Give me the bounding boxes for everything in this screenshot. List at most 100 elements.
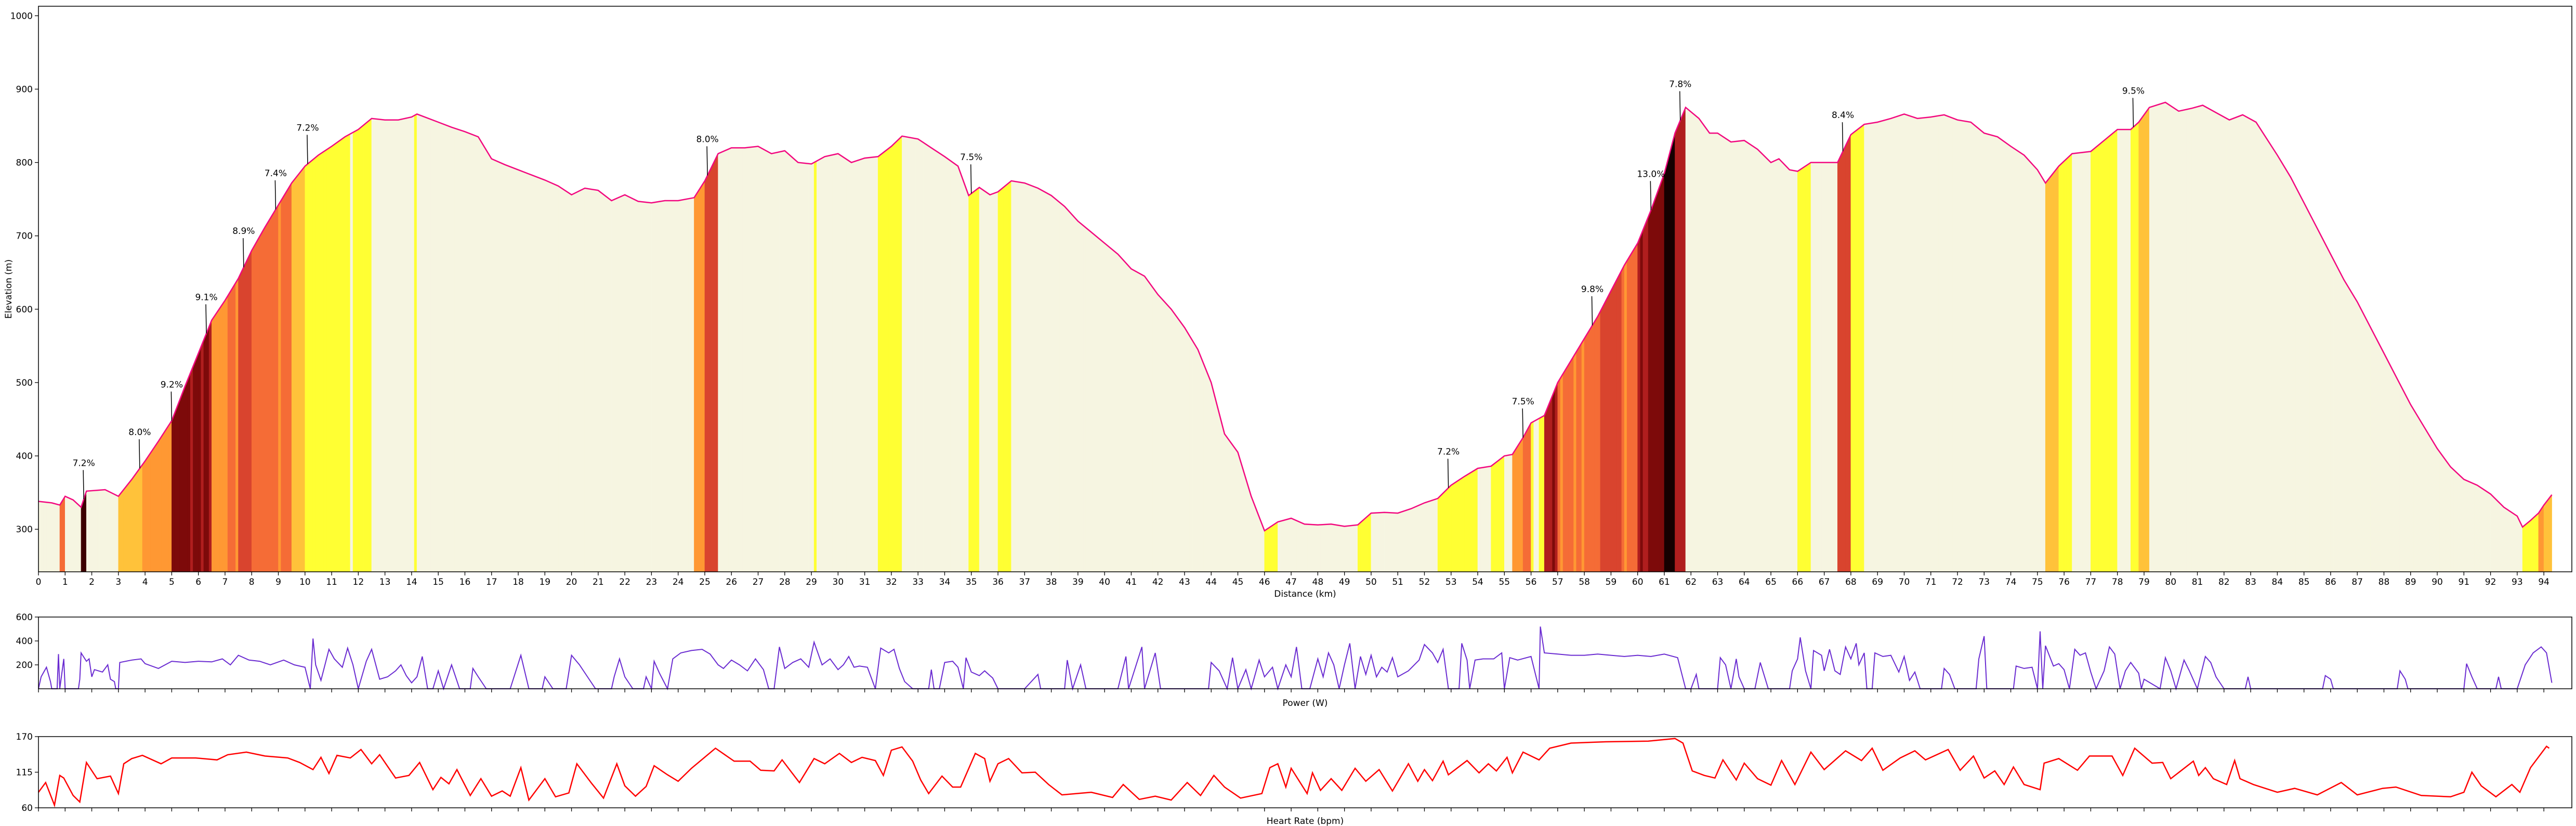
gradient-band: [193, 360, 196, 572]
annotation-pointer: [307, 135, 308, 164]
gradient-band: [238, 272, 242, 572]
gradient-band: [702, 180, 705, 572]
gradient-band: [787, 152, 791, 572]
gradient-band: [1363, 517, 1366, 572]
gradient-band: [1773, 160, 1777, 572]
gradient-band: [744, 147, 748, 572]
gradient-band: [430, 119, 433, 572]
heart-rate-axis-label: Heart Rate (bpm): [1267, 816, 1344, 826]
gradient-band: [1957, 120, 1961, 572]
gradient-band: [174, 407, 177, 572]
gradient-band: [2136, 122, 2139, 572]
gradient-band: [2058, 163, 2062, 572]
gradient-band: [822, 156, 825, 572]
gradient-band: [2184, 109, 2187, 572]
gradient-band: [328, 146, 332, 572]
gradient-band: [1704, 125, 1707, 572]
gradient-band: [243, 261, 247, 572]
gradient-band: [1579, 342, 1582, 572]
gradient-band: [366, 120, 370, 572]
gradient-band: [1461, 476, 1465, 572]
gradient-band: [1342, 526, 1345, 572]
gradient-band: [1054, 197, 1057, 572]
gradient-band: [1515, 445, 1518, 572]
gradient-band: [1411, 507, 1414, 572]
gradient-annotations: 7.2% 8.0% 9.2% 9.1% 8.9% 7.4% 7.2% 8.0% 7.5% 7.2%…: [73, 79, 2145, 500]
gradient-band: [1576, 347, 1580, 572]
gradient-band: [1715, 133, 1718, 572]
y-tick-label: 300: [16, 525, 33, 535]
x-tick-label: 10: [299, 577, 311, 587]
gradient-band: [2122, 129, 2126, 572]
gradient-band: [1861, 124, 1864, 572]
gradient-band: [1605, 296, 1609, 572]
gradient-band: [2106, 136, 2110, 572]
x-tick-label: 82: [2218, 577, 2230, 587]
gradient-band: [1099, 238, 1102, 572]
gradient-band: [944, 156, 948, 572]
gradient-band: [1174, 312, 1177, 572]
gradient-band: [1152, 286, 1155, 572]
x-tick-label: 2: [89, 577, 95, 587]
gradient-band: [1195, 344, 1198, 572]
gradient-band: [1637, 236, 1641, 572]
power-axes-frame: [38, 617, 2572, 689]
gradient-band: [742, 148, 745, 572]
gradient-band: [1240, 461, 1244, 572]
y-tick-label: 60: [21, 803, 33, 814]
gradient-band: [2269, 142, 2272, 572]
gradient-annotation-label: 9.8%: [1581, 284, 1604, 295]
gradient-band: [603, 194, 607, 572]
gradient-band: [1043, 191, 1046, 572]
gradient-band: [1848, 134, 1851, 572]
gradient-band: [267, 217, 271, 572]
gradient-band: [566, 191, 569, 572]
gradient-band: [1709, 133, 1713, 572]
gradient-band: [1245, 478, 1249, 572]
gradient-band: [872, 156, 876, 572]
gradient-band: [2474, 483, 2478, 572]
gradient-band: [1642, 223, 1646, 572]
gradient-band: [1339, 525, 1342, 572]
gradient-band: [2221, 115, 2225, 572]
gradient-band: [2256, 121, 2259, 572]
x-tick-label: 92: [2485, 577, 2496, 587]
gradient-band: [507, 165, 510, 572]
gradient-band: [2141, 114, 2145, 572]
x-tick-label: 31: [859, 577, 871, 587]
gradient-band: [422, 115, 425, 572]
gradient-band: [1304, 523, 1308, 572]
gradient-band: [1717, 133, 1720, 572]
gradient-band: [2133, 124, 2136, 572]
gradient-band: [2333, 259, 2336, 572]
gradient-band: [1147, 279, 1150, 572]
gradient-band: [182, 386, 186, 572]
gradient-band: [172, 413, 175, 572]
gradient-band: [2394, 373, 2398, 572]
x-tick-label: 11: [326, 577, 337, 587]
gradient-band: [2490, 493, 2494, 572]
gradient-band: [936, 151, 940, 572]
gradient-band: [1920, 117, 1923, 572]
x-tick-label: 68: [1845, 577, 1857, 587]
gradient-band: [2512, 512, 2515, 572]
gradient-band: [1064, 206, 1068, 572]
gradient-band: [2341, 274, 2344, 572]
gradient-band: [1128, 265, 1132, 572]
gradient-band: [1992, 135, 1995, 572]
gradient-band: [1888, 118, 1891, 572]
gradient-band: [926, 144, 929, 572]
gradient-band: [1027, 183, 1030, 572]
gradient-band: [2469, 481, 2473, 572]
gradient-band: [1357, 522, 1361, 572]
gradient-band: [2277, 154, 2280, 572]
gradient-band: [1214, 392, 1217, 572]
gradient-band: [2127, 129, 2131, 572]
annotation-pointer: [1447, 458, 1449, 488]
gradient-band: [83, 491, 87, 572]
gradient-band: [1589, 324, 1593, 572]
gradient-band: [1072, 215, 1076, 572]
gradient-band: [2384, 353, 2387, 572]
gradient-band: [2021, 153, 2025, 572]
